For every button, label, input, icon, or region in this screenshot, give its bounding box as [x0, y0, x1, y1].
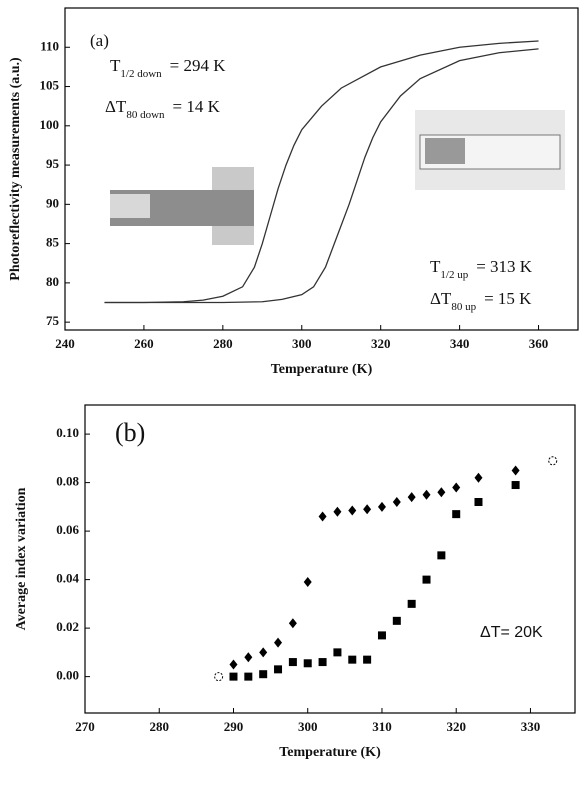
- diamond-point: [407, 492, 416, 503]
- annotation: ΔT= 20K: [480, 624, 543, 641]
- annotation-symbol: ΔT: [430, 289, 452, 308]
- x-tick-label: 290: [224, 719, 244, 734]
- annotation-subscript: 80 up: [451, 301, 476, 313]
- x-tick-label: 280: [213, 336, 233, 351]
- square-point: [274, 665, 283, 674]
- annotation-value: = 313 K: [476, 257, 533, 276]
- annotation-symbol: T: [110, 56, 121, 75]
- square-point: [318, 658, 327, 667]
- curve: [104, 48, 539, 304]
- diamond-point: [363, 504, 372, 515]
- y-tick-label: 0.08: [56, 474, 79, 489]
- square-point: [474, 498, 483, 507]
- square-point: [377, 631, 386, 640]
- square-point: [288, 658, 297, 667]
- x-tick-label: 280: [149, 719, 169, 734]
- y-axis-label: Photoreflectivity measurements (a.u.): [8, 57, 23, 281]
- annotation-symbol: ΔT: [105, 97, 127, 116]
- panel-label: (b): [115, 418, 145, 447]
- diamond-point: [303, 577, 312, 588]
- diamond-point: [259, 647, 268, 658]
- diamond-point: [348, 505, 357, 516]
- y-tick-label: 0.06: [56, 522, 79, 537]
- square-point: [333, 648, 342, 657]
- diamond-point: [392, 497, 401, 508]
- x-axis-label: Temperature (K): [271, 362, 373, 377]
- diamond-point: [274, 637, 283, 648]
- annotation: ΔT80 up = 15 K: [430, 289, 532, 313]
- x-tick-label: 320: [371, 336, 391, 351]
- y-tick-label: 85: [46, 235, 60, 250]
- open-point: [548, 456, 558, 466]
- y-tick-label: 0.02: [56, 619, 79, 634]
- diamond-point: [437, 487, 446, 498]
- x-tick-label: 320: [446, 719, 466, 734]
- square-point: [229, 672, 238, 681]
- diamond-point: [318, 511, 327, 522]
- y-tick-label: 75: [46, 313, 60, 328]
- photo-right: [415, 110, 565, 190]
- diamond-point: [244, 652, 253, 663]
- open-point: [214, 672, 224, 682]
- annotation-value: = 294 K: [170, 56, 227, 75]
- x-tick-label: 310: [372, 719, 392, 734]
- x-tick-label: 360: [529, 336, 549, 351]
- y-tick-label: 0.04: [56, 571, 79, 586]
- diamond-point: [377, 501, 386, 512]
- square-point: [303, 659, 312, 668]
- annotation-symbol: T: [430, 257, 441, 276]
- diamond-point: [474, 472, 483, 483]
- annotation-value: = 14 K: [173, 97, 221, 116]
- diamond-point: [452, 482, 461, 493]
- square-point: [348, 655, 357, 664]
- square-point: [244, 672, 253, 681]
- y-tick-label: 110: [40, 38, 59, 53]
- annotation-subscript: 1/2 up: [440, 269, 468, 281]
- annotation-value: = 15 K: [484, 289, 532, 308]
- x-axis-label: Temperature (K): [279, 745, 381, 760]
- x-tick-label: 340: [450, 336, 470, 351]
- x-tick-label: 300: [298, 719, 318, 734]
- plot-frame: [64, 7, 579, 331]
- curve: [104, 40, 539, 304]
- x-tick-label: 260: [134, 336, 154, 351]
- annotation-subscript: 80 down: [126, 109, 165, 121]
- square-point: [422, 575, 431, 584]
- y-tick-label: 0.00: [56, 668, 79, 683]
- diamond-point: [422, 489, 431, 500]
- annotation: ΔT80 down = 14 K: [105, 97, 221, 121]
- square-point: [511, 481, 520, 490]
- diamond-point: [333, 506, 342, 517]
- diamond-point: [288, 618, 297, 629]
- square-point: [259, 670, 268, 679]
- square-point: [407, 599, 416, 608]
- square-point: [437, 551, 446, 560]
- y-tick-label: 0.10: [56, 425, 79, 440]
- square-point: [392, 616, 401, 625]
- x-tick-label: 270: [75, 719, 95, 734]
- diamond-point: [229, 659, 238, 670]
- y-tick-label: 100: [40, 117, 60, 132]
- square-point: [363, 655, 372, 664]
- x-tick-label: 300: [292, 336, 312, 351]
- x-tick-label: 330: [521, 719, 541, 734]
- y-axis-label: Average index variation: [14, 487, 29, 630]
- x-tick-label: 240: [55, 336, 75, 351]
- y-tick-label: 105: [40, 78, 60, 93]
- annotation-subscript: 1/2 down: [120, 68, 162, 80]
- panel-label: (a): [90, 31, 109, 50]
- photo-left: [110, 167, 254, 245]
- y-tick-label: 90: [46, 195, 59, 210]
- y-tick-label: 80: [46, 274, 59, 289]
- annotation: T1/2 down = 294 K: [110, 56, 226, 80]
- square-point: [452, 510, 461, 519]
- plot-frame: [84, 404, 576, 714]
- y-tick-label: 95: [46, 156, 60, 171]
- annotation: T1/2 up = 313 K: [430, 257, 533, 281]
- diamond-point: [511, 465, 520, 476]
